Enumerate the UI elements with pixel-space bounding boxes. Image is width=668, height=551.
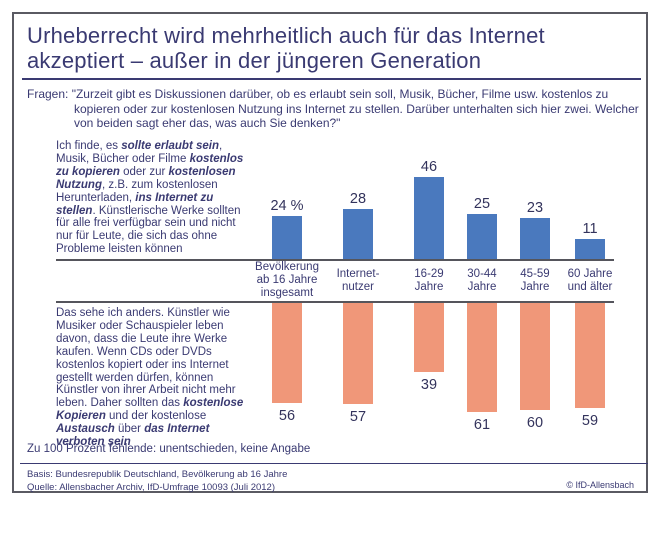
statement-emphasis: das Internet verboten sein [56, 423, 210, 449]
bar-accept-value-label: 46 [420, 159, 438, 175]
bar-reject [343, 303, 373, 404]
survey-question: Fragen: "Zurzeit gibt es Diskussionen da… [27, 87, 647, 131]
bar-accept-value-label: 28 [349, 191, 367, 207]
category-label: 60 Jahre und älter [567, 267, 613, 293]
category-label: 16-29 Jahre [414, 267, 444, 293]
bar-accept-value-label: 23 [526, 200, 544, 216]
baseline-bottom [56, 301, 614, 303]
category-label: Internet- nutzer [336, 267, 380, 293]
statement-text: und der kostenlose [105, 410, 207, 423]
statement-emphasis: ins Internet zu stellen [56, 191, 214, 217]
page-title: Urheberrecht wird mehrheitlich auch für … [27, 23, 545, 73]
percent-note: Zu 100 Prozent fehlende: unentschieden, … [27, 443, 311, 455]
title-divider [22, 78, 641, 80]
statement-text: , Musik, Bücher oder Filme [56, 140, 223, 165]
statement-text: , z.B. zum kostenlosen Herunterladen, [56, 178, 218, 204]
bar-accept [575, 239, 605, 259]
page-frame: Urheberrecht wird mehrheitlich auch für … [12, 12, 648, 493]
category-label: 45-59 Jahre [520, 267, 550, 293]
statement-text: . Künstlerische Werke sollten für alle f… [56, 204, 241, 256]
statement-emphasis: Austausch [56, 423, 115, 436]
source-line: Quelle: Allensbacher Archiv, IfD-Umfrage… [27, 482, 276, 493]
bar-reject-value-label: 59 [581, 413, 599, 429]
statement-emphasis: kostenlose Kopieren [56, 397, 244, 423]
survey-question-text: "Zurzeit gibt es Diskussionen darüber, o… [71, 87, 639, 131]
bar-reject [520, 303, 550, 410]
survey-question-label: Fragen: [27, 87, 69, 101]
statement-text: oder zur [119, 165, 169, 178]
bar-accept [272, 216, 302, 259]
statement-emphasis: kostenlos zu kopieren [56, 152, 244, 178]
bar-accept [520, 218, 550, 259]
statement-emphasis: sollte erlaubt sein [121, 140, 219, 152]
bar-reject [575, 303, 605, 408]
copyright-note: © IfD-Allensbach [566, 480, 634, 490]
category-label: 30-44 Jahre [467, 267, 497, 293]
statement-text: Ich finde, es [56, 140, 122, 152]
bar-reject-value-label: 57 [349, 409, 367, 425]
bar-reject [272, 303, 302, 403]
category-label: Bevölkerung ab 16 Jahre insgesamt [255, 261, 319, 299]
bar-reject [414, 303, 444, 372]
bar-accept-value-label: 11 [582, 221, 598, 237]
statement-text: Das sehe ich anders. Künstler wie Musike… [56, 307, 236, 410]
bar-reject-value-label: 61 [473, 417, 491, 433]
statement-emphasis: kostenlosen Nutzung [56, 165, 236, 191]
basis-line: Basis: Bundesrepublik Deutschland, Bevöl… [27, 469, 288, 480]
bar-accept [343, 209, 373, 259]
bar-accept-value-label: 24 % [270, 198, 304, 214]
baseline-top [56, 259, 614, 261]
bar-reject [467, 303, 497, 412]
bar-reject-value-label: 39 [420, 377, 438, 393]
statement-text: über [114, 423, 145, 436]
footer-divider [20, 463, 648, 464]
statement-contra: Das sehe ich anders. Künstler wie Musike… [56, 307, 254, 449]
statement-pro: Ich finde, es sollte erlaubt sein, Musik… [56, 140, 249, 256]
bar-accept-value-label: 25 [473, 196, 491, 212]
bar-accept [467, 214, 497, 259]
bar-accept [414, 177, 444, 259]
bar-reject-value-label: 56 [278, 408, 296, 424]
bar-reject-value-label: 60 [526, 415, 544, 431]
